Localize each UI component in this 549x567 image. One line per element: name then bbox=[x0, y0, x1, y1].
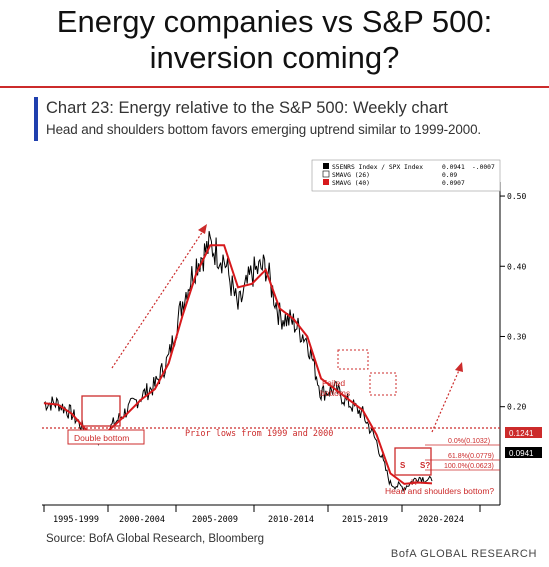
chart-title: Chart 23: Energy relative to the S&P 500… bbox=[46, 99, 449, 117]
uptrend-arrow-2-head bbox=[455, 362, 463, 372]
chart-title-accent-bar bbox=[34, 97, 38, 141]
legend-value-sma40: 0.0907 bbox=[442, 180, 465, 187]
fib-618-label: 61.8%(0.0779) bbox=[448, 453, 494, 460]
x-tick-label: 2005-2009 bbox=[192, 515, 238, 525]
fib-100-label: 100.0%(0.0623) bbox=[444, 463, 494, 470]
legend-value-price: 0.0941 bbox=[442, 164, 465, 171]
uptrend-arrow-2 bbox=[431, 367, 461, 433]
x-tick-label: 2015-2019 bbox=[342, 515, 388, 525]
y-ticks: 0.50 0.40 0.30 0.20 bbox=[500, 192, 526, 412]
x-tick-label: 2000-2004 bbox=[119, 515, 165, 525]
failed-bottoms-label-2: bottoms bbox=[320, 388, 350, 398]
hs-h-label: H bbox=[411, 478, 417, 487]
x-tick-label: 2020-2024 bbox=[418, 515, 464, 525]
chart-subtitle: Head and shoulders bottom favors emergin… bbox=[46, 122, 482, 137]
legend-change-price: -.0007 bbox=[472, 164, 495, 171]
y-tick-label: 0.50 bbox=[507, 192, 526, 201]
series-ma40-line bbox=[43, 244, 433, 485]
prior-lows-value-tag bbox=[505, 427, 542, 438]
legend-value-sma26: 0.09 bbox=[442, 172, 457, 179]
slide-title-line1: Energy companies vs S&P 500: bbox=[56, 4, 493, 39]
legend: S5ENRS Index / SPX Index 0.0941 -.0007 S… bbox=[311, 159, 501, 192]
double-bottom-label: Double bottom bbox=[74, 433, 129, 443]
x-tick-label: 1995-1999 bbox=[53, 515, 99, 525]
uptrend-arrow-1-head bbox=[198, 224, 207, 234]
x-ticks: 1995-1999 2000-2004 2005-2009 2010-2014 2015… bbox=[43, 505, 481, 525]
y-tick-label: 0.20 bbox=[507, 403, 526, 412]
legend-label-sma26: SMAVG (26) bbox=[332, 172, 370, 179]
legend-label-price: S5ENRS Index / SPX Index bbox=[332, 164, 423, 171]
legend-swatch-sma26 bbox=[322, 170, 330, 178]
series-price-line bbox=[43, 231, 433, 493]
y-tick-label: 0.30 bbox=[507, 332, 526, 341]
hs-bottom-label: Head and shoulders bottom? bbox=[385, 486, 494, 496]
last-value-tag bbox=[505, 447, 542, 458]
failed-bottoms-label-1: Failed bbox=[322, 378, 345, 388]
double-bottom-label-box bbox=[67, 429, 145, 445]
x-tick-label: 2010-2014 bbox=[268, 515, 314, 525]
hs-bottom-box bbox=[394, 447, 432, 476]
source-note: Source: BofA Global Research, Bloomberg bbox=[46, 533, 264, 545]
double-bottom-box bbox=[81, 395, 121, 427]
legend-swatch-sma40 bbox=[323, 179, 329, 185]
failed-bottom-box-2 bbox=[369, 372, 397, 396]
prior-lows-value-text: 0.1241 bbox=[509, 429, 534, 438]
last-value-text: 0.0941 bbox=[509, 449, 534, 458]
slide-title: Energy companies vs S&P 500: inversion c… bbox=[0, 4, 549, 76]
legend-box bbox=[311, 159, 501, 192]
hs-s-right: S? bbox=[420, 461, 430, 470]
slide-title-line2: inversion coming? bbox=[149, 40, 400, 75]
hs-s-left: S bbox=[400, 461, 406, 470]
legend-swatch-price bbox=[323, 163, 329, 169]
y-tick-label: 0.40 bbox=[507, 262, 526, 271]
brand-footer: BofA GLOBAL RESEARCH bbox=[390, 548, 537, 560]
failed-bottom-box-1 bbox=[337, 349, 369, 370]
fib-0-label: 0.0%(0.1032) bbox=[448, 438, 490, 445]
uptrend-arrow-1 bbox=[111, 227, 206, 369]
prior-lows-label: Prior lows from 1999 and 2000 bbox=[185, 429, 333, 439]
legend-label-sma40: SMAVG (40) bbox=[332, 180, 370, 187]
title-divider bbox=[0, 86, 549, 88]
